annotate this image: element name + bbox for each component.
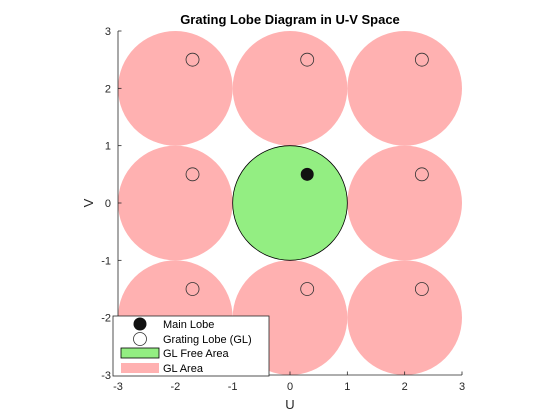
y-tick-label-5: 2: [105, 83, 111, 95]
x-tick-label-6: 3: [459, 381, 465, 393]
grating-lobe-point-7: [414, 282, 429, 296]
legend-gl-free-swatch: [120, 347, 160, 359]
legend-gl-area-label: GL Area: [163, 363, 204, 375]
grating-lobe-point-4: [414, 167, 429, 182]
x-tick-label-3: 0: [287, 381, 293, 393]
legend-main-lobe-label: Main Lobe: [163, 319, 214, 331]
main-lobe-point: [300, 167, 314, 181]
x-tick-label-0: -3: [113, 381, 123, 393]
y-tick-label-1: -2: [101, 313, 111, 325]
grating-lobe-point-6: [300, 282, 315, 296]
grating-lobe-point-5: [185, 282, 200, 296]
legend-grating-lobe-label: Grating Lobe (GL): [163, 334, 252, 346]
gl-area-circle-4: [347, 145, 462, 261]
grating-lobe-point-0: [185, 52, 200, 67]
legend-gl-free-label: GL Free Area: [163, 348, 230, 360]
gl-area-circle-7: [347, 260, 462, 375]
lobe-markers-layer: [185, 52, 429, 296]
gl-area-circle-1: [232, 31, 348, 146]
y-tick-label-6: 3: [105, 26, 111, 38]
y-tick-label-0: -3: [101, 370, 111, 382]
gl-area-circle-3: [118, 145, 233, 261]
x-axis-label: U: [285, 397, 294, 412]
y-tick-label-4: 1: [105, 141, 111, 153]
chart-title: Grating Lobe Diagram in U-V Space: [180, 12, 400, 27]
y-tick-label-3: 0: [105, 198, 111, 210]
gl-free-area-circle: [232, 145, 348, 261]
x-tick-label-4: 1: [344, 381, 350, 393]
gl-area-circle-2: [347, 31, 462, 146]
grating-lobe-point-1: [300, 52, 315, 67]
legend: Main Lobe Grating Lobe (GL) GL Free Area…: [112, 315, 270, 377]
grating-lobe-point-2: [414, 52, 429, 67]
grating-lobe-point-3: [185, 167, 200, 182]
x-tick-label-5: 2: [402, 381, 408, 393]
x-tick-label-2: -1: [228, 381, 238, 393]
y-tick-label-2: -1: [101, 255, 111, 267]
legend-gl-area-swatch: [121, 363, 159, 373]
gl-area-circle-0: [118, 31, 233, 146]
y-axis-label: V: [81, 198, 96, 207]
legend-main-lobe-marker: [133, 317, 147, 331]
legend-grating-lobe-marker: [133, 332, 147, 346]
gl-free-layer: [232, 145, 348, 261]
x-tick-label-1: -2: [170, 381, 180, 393]
